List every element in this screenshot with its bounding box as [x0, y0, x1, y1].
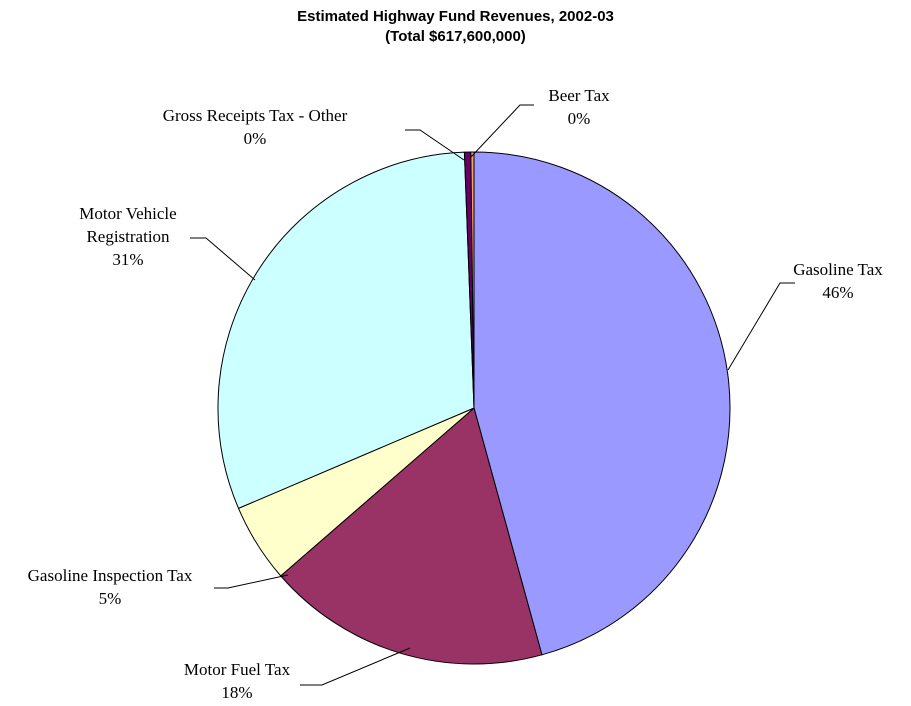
leader-line — [190, 237, 256, 281]
pie-slice — [280, 407, 543, 665]
label-value: 18% — [221, 683, 253, 702]
label-name: Beer Tax — [548, 86, 610, 105]
leader-line — [214, 574, 289, 589]
label-name: Gross Receipts Tax - Other — [162, 106, 348, 125]
leader-line — [727, 282, 795, 371]
label-value: 0% — [243, 129, 267, 148]
data-label: Gross Receipts Tax - Other 0% — [135, 104, 375, 150]
leader-line — [300, 647, 411, 686]
pie-slice — [217, 151, 475, 510]
data-label: Motor Fuel Tax 18% — [117, 658, 357, 704]
label-value: 46% — [822, 283, 854, 302]
leader-line — [405, 129, 465, 161]
label-value: 5% — [98, 589, 122, 608]
label-name: Motor Fuel Tax — [183, 660, 291, 679]
label-name: Gasoline Tax — [793, 260, 883, 279]
chart-subtitle: (Total $617,600,000) — [385, 28, 526, 45]
label-name: Motor Vehicle Registration — [79, 204, 177, 246]
data-label: Gasoline Tax 46% — [718, 258, 911, 304]
pie-slice — [473, 151, 731, 656]
data-label: Gasoline Inspection Tax 5% — [0, 564, 230, 610]
leader-line — [469, 104, 534, 159]
data-label: Beer Tax 0% — [459, 84, 699, 130]
label-value: 31% — [112, 250, 144, 269]
chart-title: Estimated Highway Fund Revenues, 2002-03 — [297, 8, 614, 25]
label-name: Gasoline Inspection Tax — [27, 566, 193, 585]
label-value: 0% — [567, 109, 591, 128]
data-label: Motor Vehicle Registration 31% — [8, 202, 248, 271]
pie-slice — [470, 151, 475, 409]
